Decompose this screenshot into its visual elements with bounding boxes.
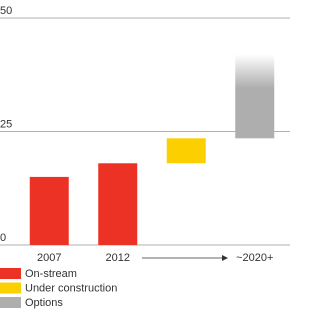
x-tick-label: 2012 [106, 252, 130, 264]
bar [235, 54, 275, 139]
x-tick-label: ~2020+ [236, 252, 273, 264]
legend-label: Options [25, 297, 63, 309]
y-tick-label: 25 [0, 118, 12, 130]
legend-label: Under construction [25, 282, 117, 294]
arrow-head [222, 255, 228, 261]
bar [166, 138, 206, 164]
y-tick-label: 50 [0, 5, 12, 17]
bar [98, 163, 138, 245]
legend-label: On-stream [25, 268, 77, 280]
legend-swatch [0, 282, 21, 294]
legend-swatch [0, 268, 21, 279]
y-tick-label: 0 [0, 232, 6, 244]
chart: 0 25 50 2007 2012 ~2020+ On-stream Under constr… [0, 5, 290, 309]
x-tick-label: 2007 [37, 252, 61, 264]
bar [29, 176, 69, 245]
legend-swatch [0, 297, 21, 308]
